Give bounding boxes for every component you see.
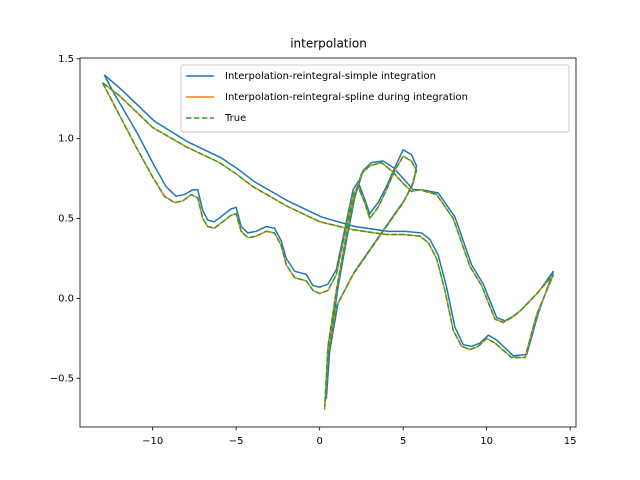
legend-box xyxy=(180,64,570,133)
y-tick-label: 1.0 xyxy=(58,134,74,145)
y-tick-label: 0.0 xyxy=(58,293,74,304)
x-tick-label: 10 xyxy=(480,436,493,447)
series-line xyxy=(101,82,555,408)
series-line xyxy=(101,82,555,411)
legend-label: Interpolation-reintegral-spline during i… xyxy=(225,92,468,103)
y-tick-label: 0.5 xyxy=(58,214,74,225)
series-line xyxy=(103,74,555,400)
legend-label: Interpolation-reintegral-simple integrat… xyxy=(225,71,436,82)
x-tick-label: 0 xyxy=(316,436,322,447)
x-tick-label: 5 xyxy=(400,436,406,447)
y-tick-label: −0.5 xyxy=(50,373,74,384)
legend-label: True xyxy=(224,113,246,124)
chart-title: interpolation xyxy=(290,37,367,51)
x-tick-label: 15 xyxy=(564,436,577,447)
axes-frame xyxy=(79,57,577,428)
x-tick-label: −5 xyxy=(229,436,244,447)
x-tick-label: −10 xyxy=(142,436,163,447)
y-tick-label: 1.5 xyxy=(58,54,74,65)
